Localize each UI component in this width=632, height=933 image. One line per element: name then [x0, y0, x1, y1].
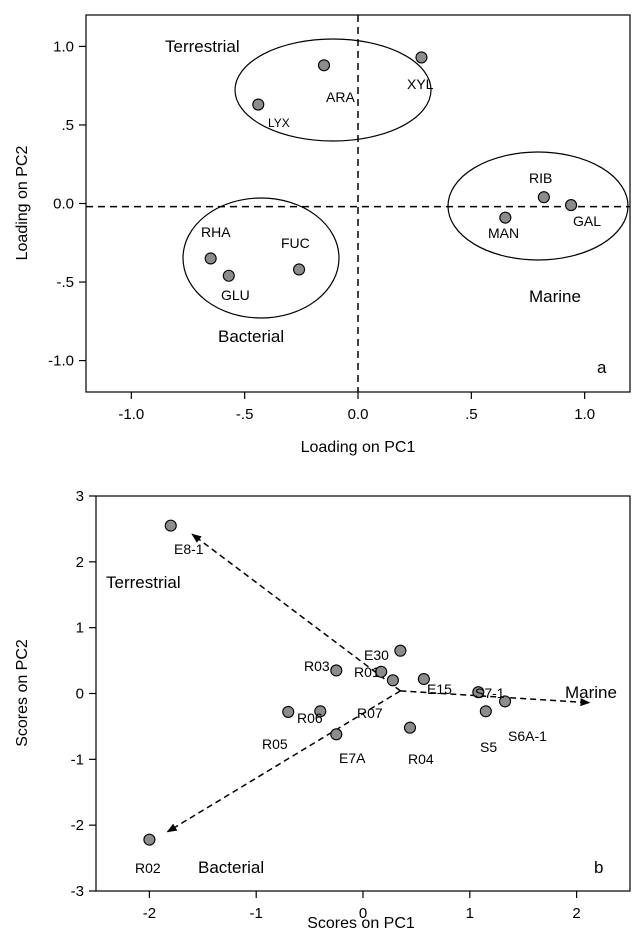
- point-label-rha: RHA: [201, 224, 231, 240]
- point-glu: [222, 269, 235, 282]
- x-axis-label-a: Loading on PC1: [301, 439, 416, 456]
- panel-a-ticks: [79, 45, 586, 399]
- panel-a-reference-lines: [86, 15, 630, 392]
- point-label-r05: R05: [262, 736, 288, 752]
- point-r03: [330, 664, 343, 677]
- marine-arrow: [400, 690, 591, 707]
- point-e30: [394, 644, 407, 657]
- x-tick-label-a-4: 1.0: [574, 406, 595, 423]
- panel-a-tick-labels: -1.0 -.5 0.0 .5 1.0 1.0 .5 0.0 -.5 -1.0: [48, 38, 595, 423]
- group-label-bacterial-a: Bacterial: [218, 327, 284, 346]
- point-s7-1: [472, 686, 485, 699]
- panel-letter-b: b: [594, 858, 603, 877]
- group-label-terrestrial-a: Terrestrial: [165, 37, 240, 56]
- terrestrial-ellipse: [234, 38, 432, 142]
- point-lyx: [252, 98, 265, 111]
- panel-b-ticks: [89, 495, 578, 898]
- point-gal: [565, 199, 578, 212]
- point-ara: [317, 59, 331, 72]
- terrestrial-arrow: [191, 533, 401, 692]
- x-tick-label-b-3: 1: [466, 905, 474, 922]
- point-s5: [479, 705, 492, 718]
- y-tick-label-a-3: -.5: [56, 274, 74, 291]
- point-label-fuc: FUC: [281, 235, 310, 251]
- x-tick-label-a-3: .5: [465, 406, 478, 423]
- x-tick-label-a-1: -.5: [236, 406, 254, 423]
- y-tick-label-b-3: 0: [76, 686, 84, 703]
- point-r01: [375, 665, 388, 678]
- point-rha: [204, 252, 217, 265]
- x-tick-label-b-4: 2: [572, 905, 580, 922]
- point-label-r04: R04: [408, 751, 434, 767]
- point-label-lyx: LYX: [268, 116, 290, 130]
- panel-letter-a: a: [597, 358, 607, 377]
- x-tick-label-b-0: -2: [143, 905, 156, 922]
- point-e15: [417, 672, 430, 686]
- bacterial-arrow: [166, 690, 401, 833]
- group-label-marine-b: Marine: [565, 683, 617, 702]
- point-r02: [143, 833, 156, 846]
- point-label-r01: R01: [354, 664, 380, 680]
- point-man: [499, 211, 512, 224]
- marine-ellipse: [447, 151, 629, 261]
- point-label-rib: RIB: [529, 170, 552, 186]
- point-label-glu: GLU: [221, 287, 250, 303]
- point-label-r06: R06: [297, 710, 323, 726]
- point-e8-1: [164, 519, 177, 532]
- point-label-r03: R03: [304, 658, 330, 674]
- point-label-e15: E15: [427, 681, 452, 697]
- y-axis-label-b: Scores on PC2: [14, 639, 31, 747]
- point-label-ara: ARA: [326, 89, 355, 105]
- bacterial-ellipse: [182, 197, 340, 319]
- point-label-s7-1: S7-1: [475, 685, 505, 701]
- x-tick-label-b-2: 0: [359, 905, 367, 922]
- point-rib: [537, 191, 550, 204]
- group-label-bacterial-b: Bacterial: [198, 858, 264, 877]
- y-tick-label-b-0: 3: [76, 488, 84, 505]
- group-label-terrestrial-b: Terrestrial: [106, 573, 181, 592]
- panel-b-tick-labels: -2 -1 0 1 2 3 2 1 0 -1 -2 -3: [71, 488, 581, 922]
- panel-a: -1.0 -.5 0.0 .5 1.0 1.0 .5 0.0 -.5 -1.0 LYX ARA X…: [14, 14, 631, 456]
- point-label-e7a: E7A: [339, 750, 366, 766]
- point-label-xyl: XYL: [407, 76, 434, 92]
- panel-a-points: [204, 51, 578, 282]
- y-tick-label-a-0: 1.0: [53, 38, 74, 55]
- point-label-s5: S5: [480, 739, 497, 755]
- point-e7a: [330, 728, 343, 741]
- point-xyl: [415, 51, 428, 64]
- y-tick-label-a-1: .5: [61, 117, 74, 134]
- point-r07: [386, 674, 399, 687]
- point-label-r02: R02: [135, 860, 161, 876]
- point-label-gal: GAL: [573, 213, 601, 229]
- panel-b: -2 -1 0 1 2 3 2 1 0 -1 -2 -3 E8-1 E30 R03 R01 R07 E…: [14, 488, 631, 932]
- y-tick-label-a-2: 0.0: [53, 196, 74, 213]
- y-tick-label-b-1: 2: [76, 554, 84, 571]
- panel-b-points: [143, 519, 512, 846]
- point-label-e30: E30: [364, 647, 389, 663]
- y-tick-label-b-4: -1: [71, 751, 84, 768]
- group-label-marine-a: Marine: [529, 287, 581, 306]
- point-label-e8-1: E8-1: [174, 541, 204, 557]
- panel-a-frame: [85, 14, 631, 393]
- point-label-r07: R07: [357, 705, 383, 721]
- point-s6a-1: [498, 695, 512, 708]
- point-fuc: [293, 263, 306, 276]
- x-axis-label-b: Scores on PC1: [307, 915, 415, 932]
- point-r06: [314, 705, 327, 718]
- y-axis-label-a: Loading on PC2: [14, 146, 31, 261]
- y-tick-label-b-6: -3: [71, 883, 84, 900]
- x-tick-label-b-1: -1: [250, 905, 263, 922]
- y-tick-label-b-5: -2: [71, 817, 84, 834]
- point-r04: [403, 721, 417, 734]
- y-tick-label-a-4: -1.0: [48, 353, 74, 370]
- point-label-man: MAN: [488, 225, 519, 241]
- point-label-s6a-1: S6A-1: [508, 728, 547, 744]
- point-r05: [282, 705, 295, 718]
- y-tick-label-b-2: 1: [76, 620, 84, 637]
- panel-b-arrows: [166, 533, 591, 833]
- x-tick-label-a-0: -1.0: [118, 406, 144, 423]
- x-tick-label-a-2: 0.0: [348, 406, 369, 423]
